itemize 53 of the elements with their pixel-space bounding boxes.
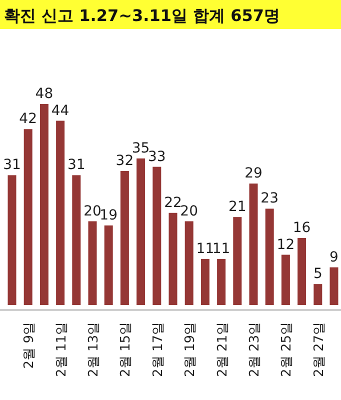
x-tick-label: 2월 23일: [248, 322, 262, 377]
bar: [40, 104, 48, 305]
bar: [104, 225, 113, 305]
x-tick-label: 2월 21일: [215, 322, 230, 377]
data-label: 31: [3, 157, 21, 174]
x-tick-label: 2월 25일: [280, 322, 295, 377]
chart-title: 확진 신고 1.27~3.11일 합계 657명: [4, 6, 280, 25]
bar: [72, 175, 81, 305]
data-label: 21: [228, 199, 246, 216]
data-label: 20: [84, 203, 102, 220]
bar: [152, 166, 162, 305]
x-tick-label: 2월 13일: [86, 322, 102, 377]
data-label: 32: [116, 153, 134, 169]
x-tick-label: 2월 19일: [183, 322, 198, 377]
x-tick-label: 2월 9일: [22, 322, 38, 369]
data-label: 42: [19, 111, 38, 128]
bar: [233, 217, 242, 305]
bar: [184, 221, 194, 305]
data-label: 44: [51, 102, 70, 119]
bar: [8, 175, 16, 305]
data-label: 29: [244, 166, 262, 182]
bar: [136, 158, 146, 305]
bar: [217, 258, 226, 305]
data-label: 22: [164, 194, 182, 211]
data-label: 11: [212, 240, 230, 257]
x-tick-label: 2월 17일: [150, 322, 166, 377]
bar: [330, 267, 338, 305]
data-label: 48: [35, 86, 54, 102]
x-tick-label: 2월 11일: [54, 322, 70, 377]
bar: [168, 212, 178, 305]
bar: [265, 208, 274, 305]
data-label: 12: [276, 236, 295, 253]
bar: [281, 254, 290, 305]
data-label: 19: [100, 207, 118, 224]
bar: [88, 221, 97, 305]
x-tick-label: 2월 27일: [312, 322, 327, 377]
data-label: 31: [67, 157, 86, 174]
data-label: 16: [292, 220, 311, 236]
data-label: 33: [148, 148, 166, 165]
bar: [120, 171, 129, 305]
bar: [56, 120, 65, 305]
data-label: 35: [132, 140, 150, 156]
x-tick-label: 2월 15일: [118, 322, 134, 377]
data-label: 11: [196, 240, 214, 257]
bar: [200, 258, 210, 305]
data-label: 9: [330, 249, 338, 266]
bar: [24, 129, 32, 305]
data-label: 23: [260, 190, 279, 207]
bar: [249, 184, 258, 305]
data-label: 20: [180, 203, 198, 220]
bar: [298, 238, 306, 305]
data-label: 5: [313, 266, 322, 282]
bar: [314, 284, 322, 305]
